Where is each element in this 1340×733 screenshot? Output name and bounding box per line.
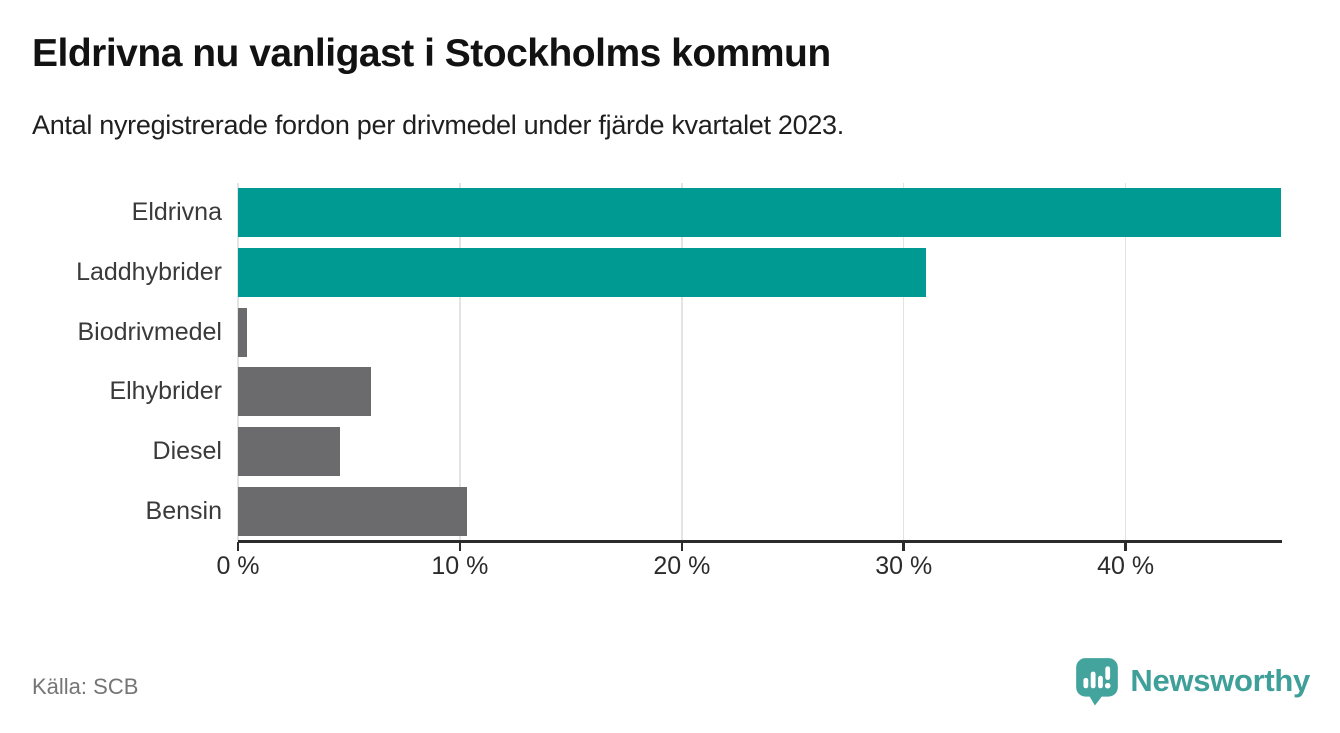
gridline	[459, 183, 461, 541]
x-axis-tick	[1124, 542, 1127, 551]
bar-bensin	[238, 486, 467, 536]
bar-row: Eldrivna	[132, 188, 1281, 238]
bar-row: Bensin	[146, 486, 1281, 536]
newsworthy-wordmark: Newsworthy	[1130, 663, 1310, 698]
category-label: Diesel	[152, 437, 222, 465]
gridline	[681, 183, 683, 541]
x-axis-tick	[236, 542, 240, 551]
chart-title: Eldrivna nu vanligast i Stockholms kommu…	[32, 32, 831, 75]
plot-area: Eldrivna Laddhybrider Biodrivmedel Elhybrid…	[76, 183, 1281, 541]
gridline	[237, 183, 239, 541]
bar-eldrivna	[238, 188, 1281, 238]
x-tick-label: 30 %	[875, 552, 933, 580]
gridline	[1124, 183, 1127, 541]
bar-row: Elhybrider	[109, 367, 1281, 417]
bar-row: Diesel	[153, 427, 1281, 476]
x-tick-label: 40 %	[1097, 552, 1155, 580]
category-label: Laddhybrider	[76, 258, 222, 286]
x-tick-label: 20 %	[653, 552, 711, 580]
gridline	[902, 183, 905, 541]
bar-diesel	[238, 427, 341, 476]
x-tick-label: 10 %	[431, 552, 489, 580]
bar-laddhybrider	[238, 248, 926, 297]
bar-row: Biodrivmedel	[77, 307, 1281, 357]
x-axis-tick	[458, 542, 462, 551]
source-credit: Källa: SCB	[32, 674, 139, 699]
x-tick-label: 0 %	[216, 552, 260, 580]
x-axis-line	[238, 540, 1282, 543]
bar-biodrivmedel	[238, 307, 247, 357]
x-axis-tick	[680, 542, 684, 551]
newsworthy-logo[interactable]: Newsworthy	[1074, 656, 1310, 706]
bar-row: Laddhybrider	[76, 248, 1281, 297]
category-label: Biodrivmedel	[77, 317, 222, 346]
newsworthy-bubble-chart-icon	[1074, 656, 1120, 706]
bar-elhybrider	[238, 367, 372, 417]
category-label: Bensin	[145, 496, 222, 525]
category-label: Elhybrider	[109, 377, 222, 406]
category-label: Eldrivna	[131, 198, 222, 227]
chart-subtitle: Antal nyregistrerade fordon per drivmede…	[32, 110, 844, 140]
x-axis-tick	[902, 542, 905, 551]
